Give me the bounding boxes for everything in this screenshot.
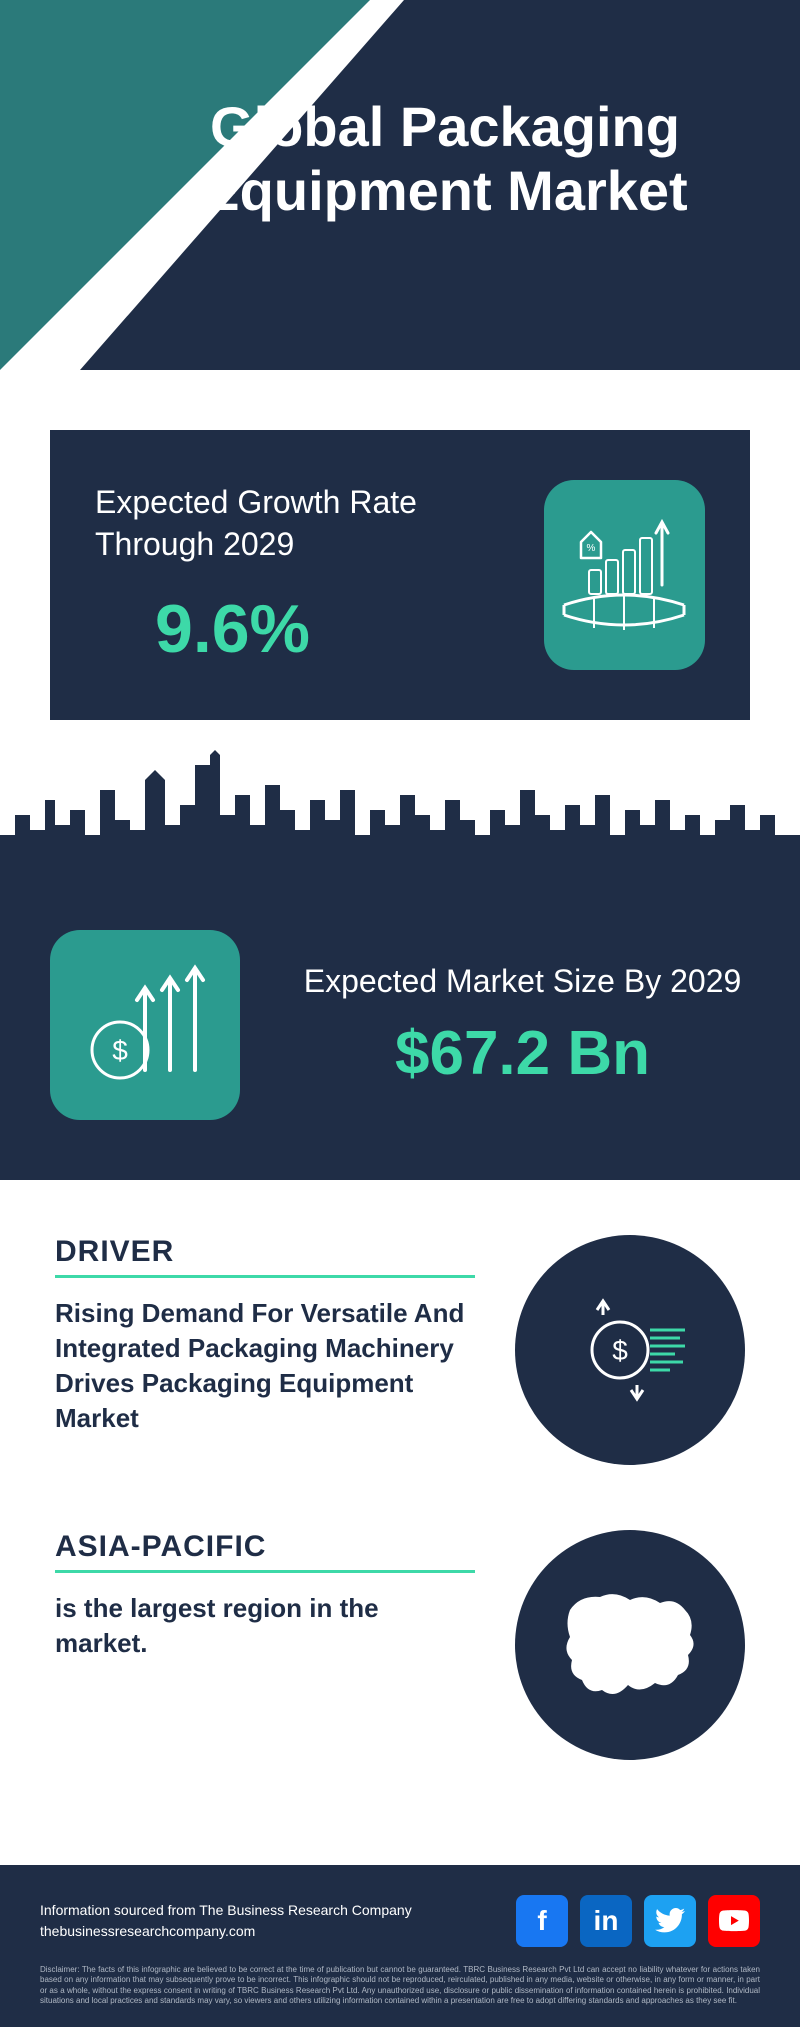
driver-text: DRIVER Rising Demand For Versatile And I… [55, 1235, 475, 1436]
region-body: is the largest region in the market. [55, 1591, 475, 1661]
growth-label: Expected Growth Rate Through 2029 [95, 482, 544, 565]
driver-icon: $ [515, 1235, 745, 1465]
svg-text:%: % [587, 543, 596, 554]
market-size-section: $ Expected Market Size By 2029 $67.2 Bn [0, 880, 800, 1180]
footer-source: Information sourced from The Business Re… [40, 1900, 412, 1942]
svg-text:$: $ [612, 1335, 628, 1366]
footer-section: Information sourced from The Business Re… [0, 1865, 800, 2027]
growth-text-block: Expected Growth Rate Through 2029 9.6% [95, 482, 544, 668]
market-text-block: Expected Market Size By 2029 $67.2 Bn [290, 961, 755, 1089]
market-label: Expected Market Size By 2029 [290, 961, 755, 1003]
svg-text:$: $ [112, 1035, 128, 1066]
region-text: ASIA-PACIFIC is the largest region in th… [55, 1530, 475, 1661]
region-heading: ASIA-PACIFIC [55, 1530, 475, 1573]
infographic-container: Global Packaging Equipment Market Expect… [0, 0, 800, 2027]
youtube-icon[interactable] [708, 1895, 760, 1947]
growth-value: 9.6% [155, 590, 544, 668]
market-value: $67.2 Bn [290, 1018, 755, 1089]
social-icons: f in [516, 1895, 760, 1947]
twitter-icon[interactable] [644, 1895, 696, 1947]
region-map-icon [515, 1530, 745, 1760]
facebook-icon[interactable]: f [516, 1895, 568, 1947]
disclaimer-text: Disclaimer: The facts of this infographi… [40, 1965, 760, 2007]
market-arrows-icon: $ [50, 930, 240, 1120]
linkedin-icon[interactable]: in [580, 1895, 632, 1947]
footer-top: Information sourced from The Business Re… [40, 1895, 760, 1947]
source-line-2: thebusinessresearchcompany.com [40, 1921, 412, 1942]
driver-heading: DRIVER [55, 1235, 475, 1278]
source-line-1: Information sourced from The Business Re… [40, 1900, 412, 1921]
main-title: Global Packaging Equipment Market [150, 95, 740, 224]
growth-chart-icon: % [544, 480, 705, 670]
driver-body: Rising Demand For Versatile And Integrat… [55, 1296, 475, 1436]
header-section: Global Packaging Equipment Market [0, 0, 800, 430]
region-block: ASIA-PACIFIC is the largest region in th… [55, 1530, 745, 1760]
info-section: DRIVER Rising Demand For Versatile And I… [0, 1180, 800, 1865]
growth-rate-section: Expected Growth Rate Through 2029 9.6% % [50, 430, 750, 720]
skyline-decoration [0, 720, 800, 880]
driver-block: DRIVER Rising Demand For Versatile And I… [55, 1235, 745, 1465]
